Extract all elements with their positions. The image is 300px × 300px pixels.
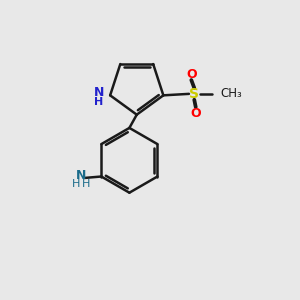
- Text: S: S: [189, 87, 199, 101]
- Text: H: H: [82, 179, 90, 190]
- Text: O: O: [186, 68, 196, 81]
- Text: CH₃: CH₃: [220, 87, 242, 101]
- Text: H: H: [71, 179, 80, 190]
- Text: N: N: [94, 86, 104, 100]
- Text: O: O: [190, 106, 201, 119]
- Text: H: H: [94, 97, 104, 107]
- Text: N: N: [76, 169, 86, 182]
